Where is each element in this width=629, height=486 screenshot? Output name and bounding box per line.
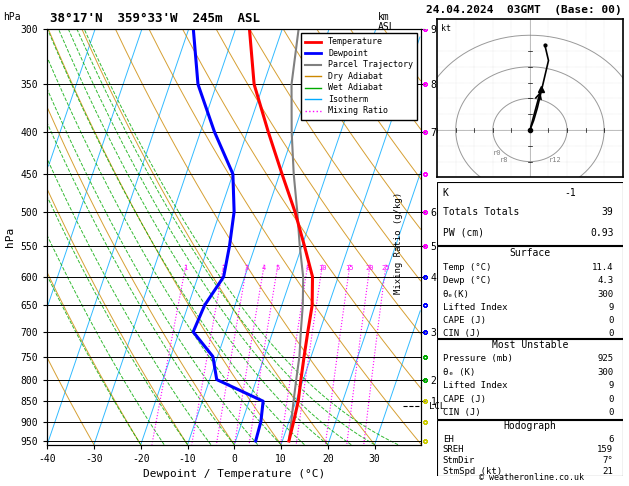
Text: 8: 8 <box>305 265 309 271</box>
Text: 20: 20 <box>365 265 374 271</box>
Legend: Temperature, Dewpoint, Parcel Trajectory, Dry Adiabat, Wet Adiabat, Isotherm, Mi: Temperature, Dewpoint, Parcel Trajectory… <box>301 34 417 120</box>
Text: 0: 0 <box>608 408 613 417</box>
Text: 39: 39 <box>602 207 613 217</box>
Text: Mixing Ratio (g/kg): Mixing Ratio (g/kg) <box>394 192 403 294</box>
Text: 0: 0 <box>608 330 613 338</box>
Text: θₑ (K): θₑ (K) <box>443 368 475 377</box>
Text: EH: EH <box>443 434 454 444</box>
Text: 0: 0 <box>608 316 613 325</box>
Text: 6: 6 <box>608 434 613 444</box>
Text: 1: 1 <box>183 265 187 271</box>
Text: Temp (°C): Temp (°C) <box>443 263 491 272</box>
Text: Lifted Index: Lifted Index <box>443 382 507 390</box>
Text: 9: 9 <box>608 303 613 312</box>
Text: PW (cm): PW (cm) <box>443 228 484 238</box>
Text: Most Unstable: Most Unstable <box>492 340 568 350</box>
Text: CIN (J): CIN (J) <box>443 330 481 338</box>
Text: CAPE (J): CAPE (J) <box>443 316 486 325</box>
Text: CIN (J): CIN (J) <box>443 408 481 417</box>
Text: 925: 925 <box>598 354 613 363</box>
Text: StmDir: StmDir <box>443 456 475 465</box>
Text: CAPE (J): CAPE (J) <box>443 395 486 404</box>
Text: Dewp (°C): Dewp (°C) <box>443 277 491 285</box>
Text: Hodograph: Hodograph <box>503 421 557 431</box>
Text: hPa: hPa <box>3 12 21 22</box>
Text: 300: 300 <box>598 290 613 298</box>
Text: StmSpd (kt): StmSpd (kt) <box>443 467 502 476</box>
Text: Pressure (mb): Pressure (mb) <box>443 354 513 363</box>
Bar <box>437 182 623 245</box>
Text: 0.93: 0.93 <box>590 228 613 238</box>
Bar <box>437 339 623 419</box>
Text: 3: 3 <box>245 265 248 271</box>
Text: © weatheronline.co.uk: © weatheronline.co.uk <box>479 473 584 482</box>
Text: 10: 10 <box>318 265 326 271</box>
Text: 4.3: 4.3 <box>598 277 613 285</box>
Text: θₑ(K): θₑ(K) <box>443 290 470 298</box>
Text: 159: 159 <box>598 445 613 454</box>
Text: km
ASL: km ASL <box>377 12 395 32</box>
Bar <box>437 419 623 476</box>
X-axis label: Dewpoint / Temperature (°C): Dewpoint / Temperature (°C) <box>143 469 325 479</box>
Text: 25: 25 <box>381 265 390 271</box>
Text: 38°17'N  359°33'W  245m  ASL: 38°17'N 359°33'W 245m ASL <box>50 12 260 25</box>
Text: Lifted Index: Lifted Index <box>443 303 507 312</box>
Text: r8: r8 <box>500 156 509 163</box>
Bar <box>437 246 623 338</box>
Text: 21: 21 <box>603 467 613 476</box>
Text: LCL: LCL <box>429 402 445 411</box>
Text: 0: 0 <box>608 395 613 404</box>
Text: -1: -1 <box>565 188 576 198</box>
Text: K: K <box>443 188 448 198</box>
Text: 24.04.2024  03GMT  (Base: 00): 24.04.2024 03GMT (Base: 00) <box>426 5 622 15</box>
Text: 2: 2 <box>221 265 225 271</box>
Text: Surface: Surface <box>509 248 550 259</box>
Text: 5: 5 <box>276 265 279 271</box>
Text: 7°: 7° <box>603 456 613 465</box>
Text: 15: 15 <box>345 265 353 271</box>
Text: r0: r0 <box>493 150 501 156</box>
Y-axis label: hPa: hPa <box>5 227 15 247</box>
Text: 300: 300 <box>598 368 613 377</box>
Text: kt: kt <box>441 24 451 33</box>
Text: 4: 4 <box>262 265 266 271</box>
Text: 11.4: 11.4 <box>592 263 613 272</box>
Text: 9: 9 <box>608 382 613 390</box>
Text: SREH: SREH <box>443 445 464 454</box>
Text: r12: r12 <box>548 156 561 163</box>
Text: Totals Totals: Totals Totals <box>443 207 519 217</box>
